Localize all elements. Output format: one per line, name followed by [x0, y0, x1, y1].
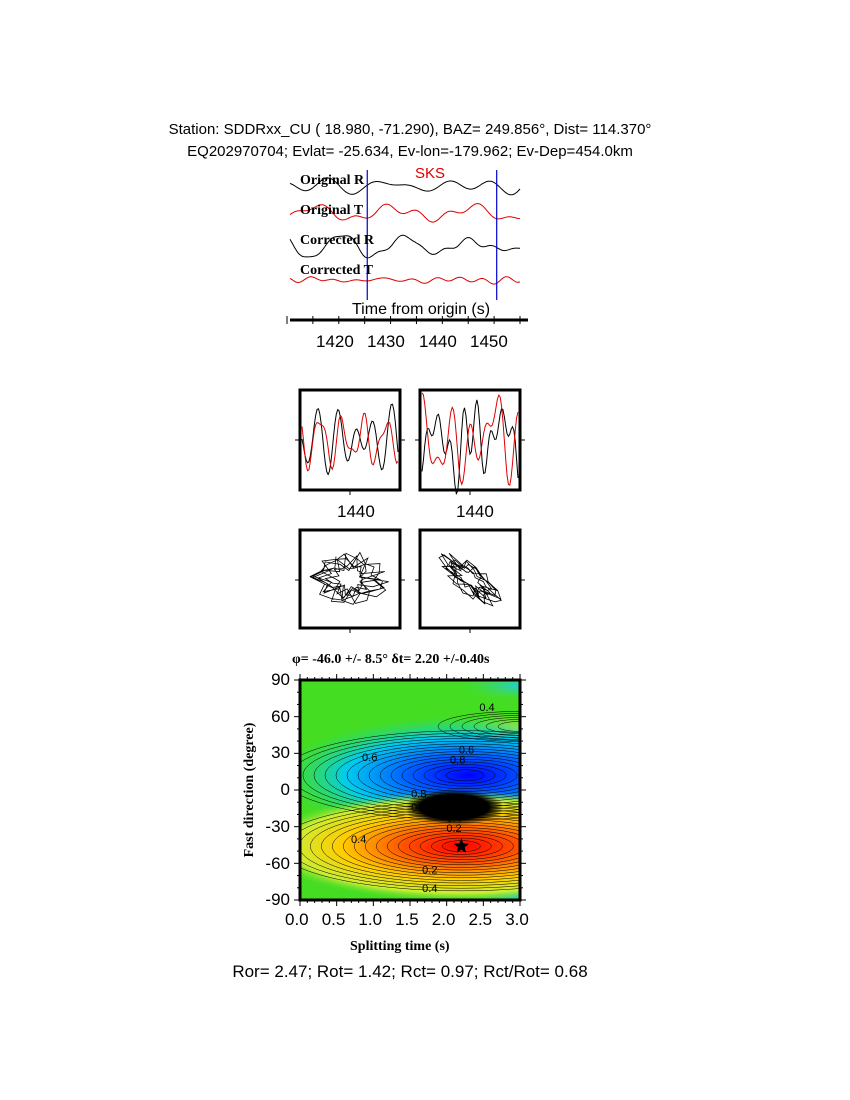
contour-line	[473, 717, 520, 736]
contour-label: 0.8	[411, 789, 426, 801]
corrected-r-trace	[289, 234, 520, 259]
contour-line	[300, 730, 520, 821]
contour-label: 0.4	[351, 834, 366, 846]
x-tick-label: 1440	[419, 332, 457, 351]
station-info: Station: SDDRxx_CU ( 18.980, -71.290), B…	[168, 121, 652, 138]
contour-label: 0.8	[450, 754, 465, 766]
x-tick-label: 2.5	[468, 910, 493, 929]
contour-line	[398, 829, 520, 863]
contour-line	[445, 769, 485, 782]
contour-line	[300, 801, 520, 892]
original-r-trace	[289, 177, 521, 196]
contour-line	[449, 713, 520, 740]
contour-label: 0.4	[422, 883, 437, 895]
panel-frame	[418, 388, 522, 492]
contour-line	[368, 751, 520, 800]
trace-label: Corrected R	[300, 233, 374, 248]
contour-line	[376, 824, 520, 868]
x-tick-label: 0.0	[285, 910, 309, 929]
waveform-trace	[421, 399, 519, 496]
surface-lobe	[460, 680, 520, 701]
trace-label: Original R	[300, 173, 365, 188]
y-tick-label: -90	[265, 890, 290, 910]
misfit-surface: 0.40.60.60.80.80.60.40.20.40.20.4	[300, 680, 520, 900]
x-tick-label: 1440	[456, 502, 494, 521]
x-tick-label: 1.5	[395, 910, 419, 929]
ratio-summary: Ror= 2.47; Rot= 1.42; Rct= 0.97; Rct/Rot…	[232, 962, 588, 981]
splitting-result-title: φ= -46.0 +/- 8.5° δt= 2.20 +/-0.40s	[292, 652, 490, 667]
dense-contour-region	[404, 789, 504, 826]
contour-label: 0.4	[479, 702, 494, 714]
contour-line	[434, 766, 496, 784]
contour-line	[300, 803, 520, 889]
x-tick-label: 1420	[316, 332, 354, 351]
original-t-trace	[289, 203, 521, 223]
contour-line	[401, 759, 520, 792]
panel-frame	[298, 388, 402, 492]
contour-line	[390, 756, 520, 795]
waveform-trace	[421, 392, 519, 487]
contour-line	[409, 832, 514, 860]
contour-label: 0.2	[422, 864, 437, 876]
contour-line	[485, 719, 520, 734]
contour-line	[379, 753, 520, 797]
particle-motion-trace	[438, 553, 503, 607]
x-tick-label: 1450	[470, 332, 508, 351]
contour-line	[310, 809, 520, 884]
contour-line	[431, 837, 492, 855]
contour-line	[302, 735, 520, 815]
contour-line	[420, 835, 503, 858]
trace-label: Corrected T	[300, 263, 373, 278]
contour-line	[387, 827, 520, 866]
y-tick-label: 90	[271, 670, 290, 689]
contour-line	[365, 822, 520, 871]
event-info: EQ202970704; Evlat= -25.634, Ev-lon=-179…	[187, 143, 633, 160]
x-tick-label: 3.0	[505, 910, 529, 929]
phase-label: SKS	[415, 165, 446, 182]
y-tick-label: 30	[271, 743, 290, 763]
x-tick-label: 0.5	[321, 910, 346, 929]
contour-line	[300, 733, 520, 818]
contour-line	[423, 764, 507, 787]
y-tick-label: 0	[280, 780, 290, 800]
contour-line	[497, 721, 520, 732]
y-tick-label: -60	[265, 853, 290, 873]
panel-frame	[418, 528, 522, 630]
x-tick-label: 1440	[337, 502, 375, 521]
contour-line	[300, 806, 520, 886]
contour-label: 0.2	[446, 823, 461, 835]
x-tick-label: 1430	[367, 332, 405, 351]
best-fit-star-icon	[453, 838, 469, 853]
contour-line	[437, 711, 520, 742]
contour-line	[313, 738, 520, 813]
contour-line	[412, 761, 518, 789]
corrected-t-trace	[289, 276, 521, 285]
contour-label: 0.6	[459, 745, 474, 757]
contour-label: 0.6	[411, 802, 426, 814]
x-tick-label: 2.0	[431, 910, 456, 929]
waveform-trace	[301, 412, 399, 472]
trace-label: Original T	[300, 203, 364, 218]
x-tick-label: 1.0	[358, 910, 383, 929]
contour-label: 0.6	[362, 752, 377, 764]
contour-line	[461, 715, 520, 738]
y-tick-label: 60	[271, 706, 290, 726]
particle-motion-trace	[309, 551, 389, 605]
x-axis-label: Splitting time (s)	[350, 939, 450, 954]
x-axis-label: Time from origin (s)	[352, 301, 491, 318]
contour-label: 0.4	[446, 813, 461, 825]
y-tick-label: -30	[265, 816, 290, 836]
waveform-trace	[301, 403, 399, 476]
